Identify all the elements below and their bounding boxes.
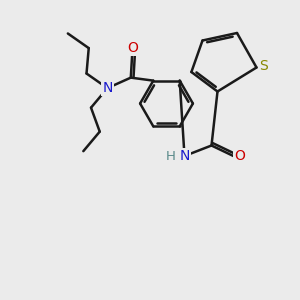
Text: N: N <box>179 149 190 163</box>
Text: O: O <box>127 40 138 55</box>
Text: H: H <box>166 149 176 163</box>
Text: S: S <box>259 59 268 73</box>
Text: O: O <box>234 149 245 163</box>
Text: N: N <box>102 81 112 95</box>
